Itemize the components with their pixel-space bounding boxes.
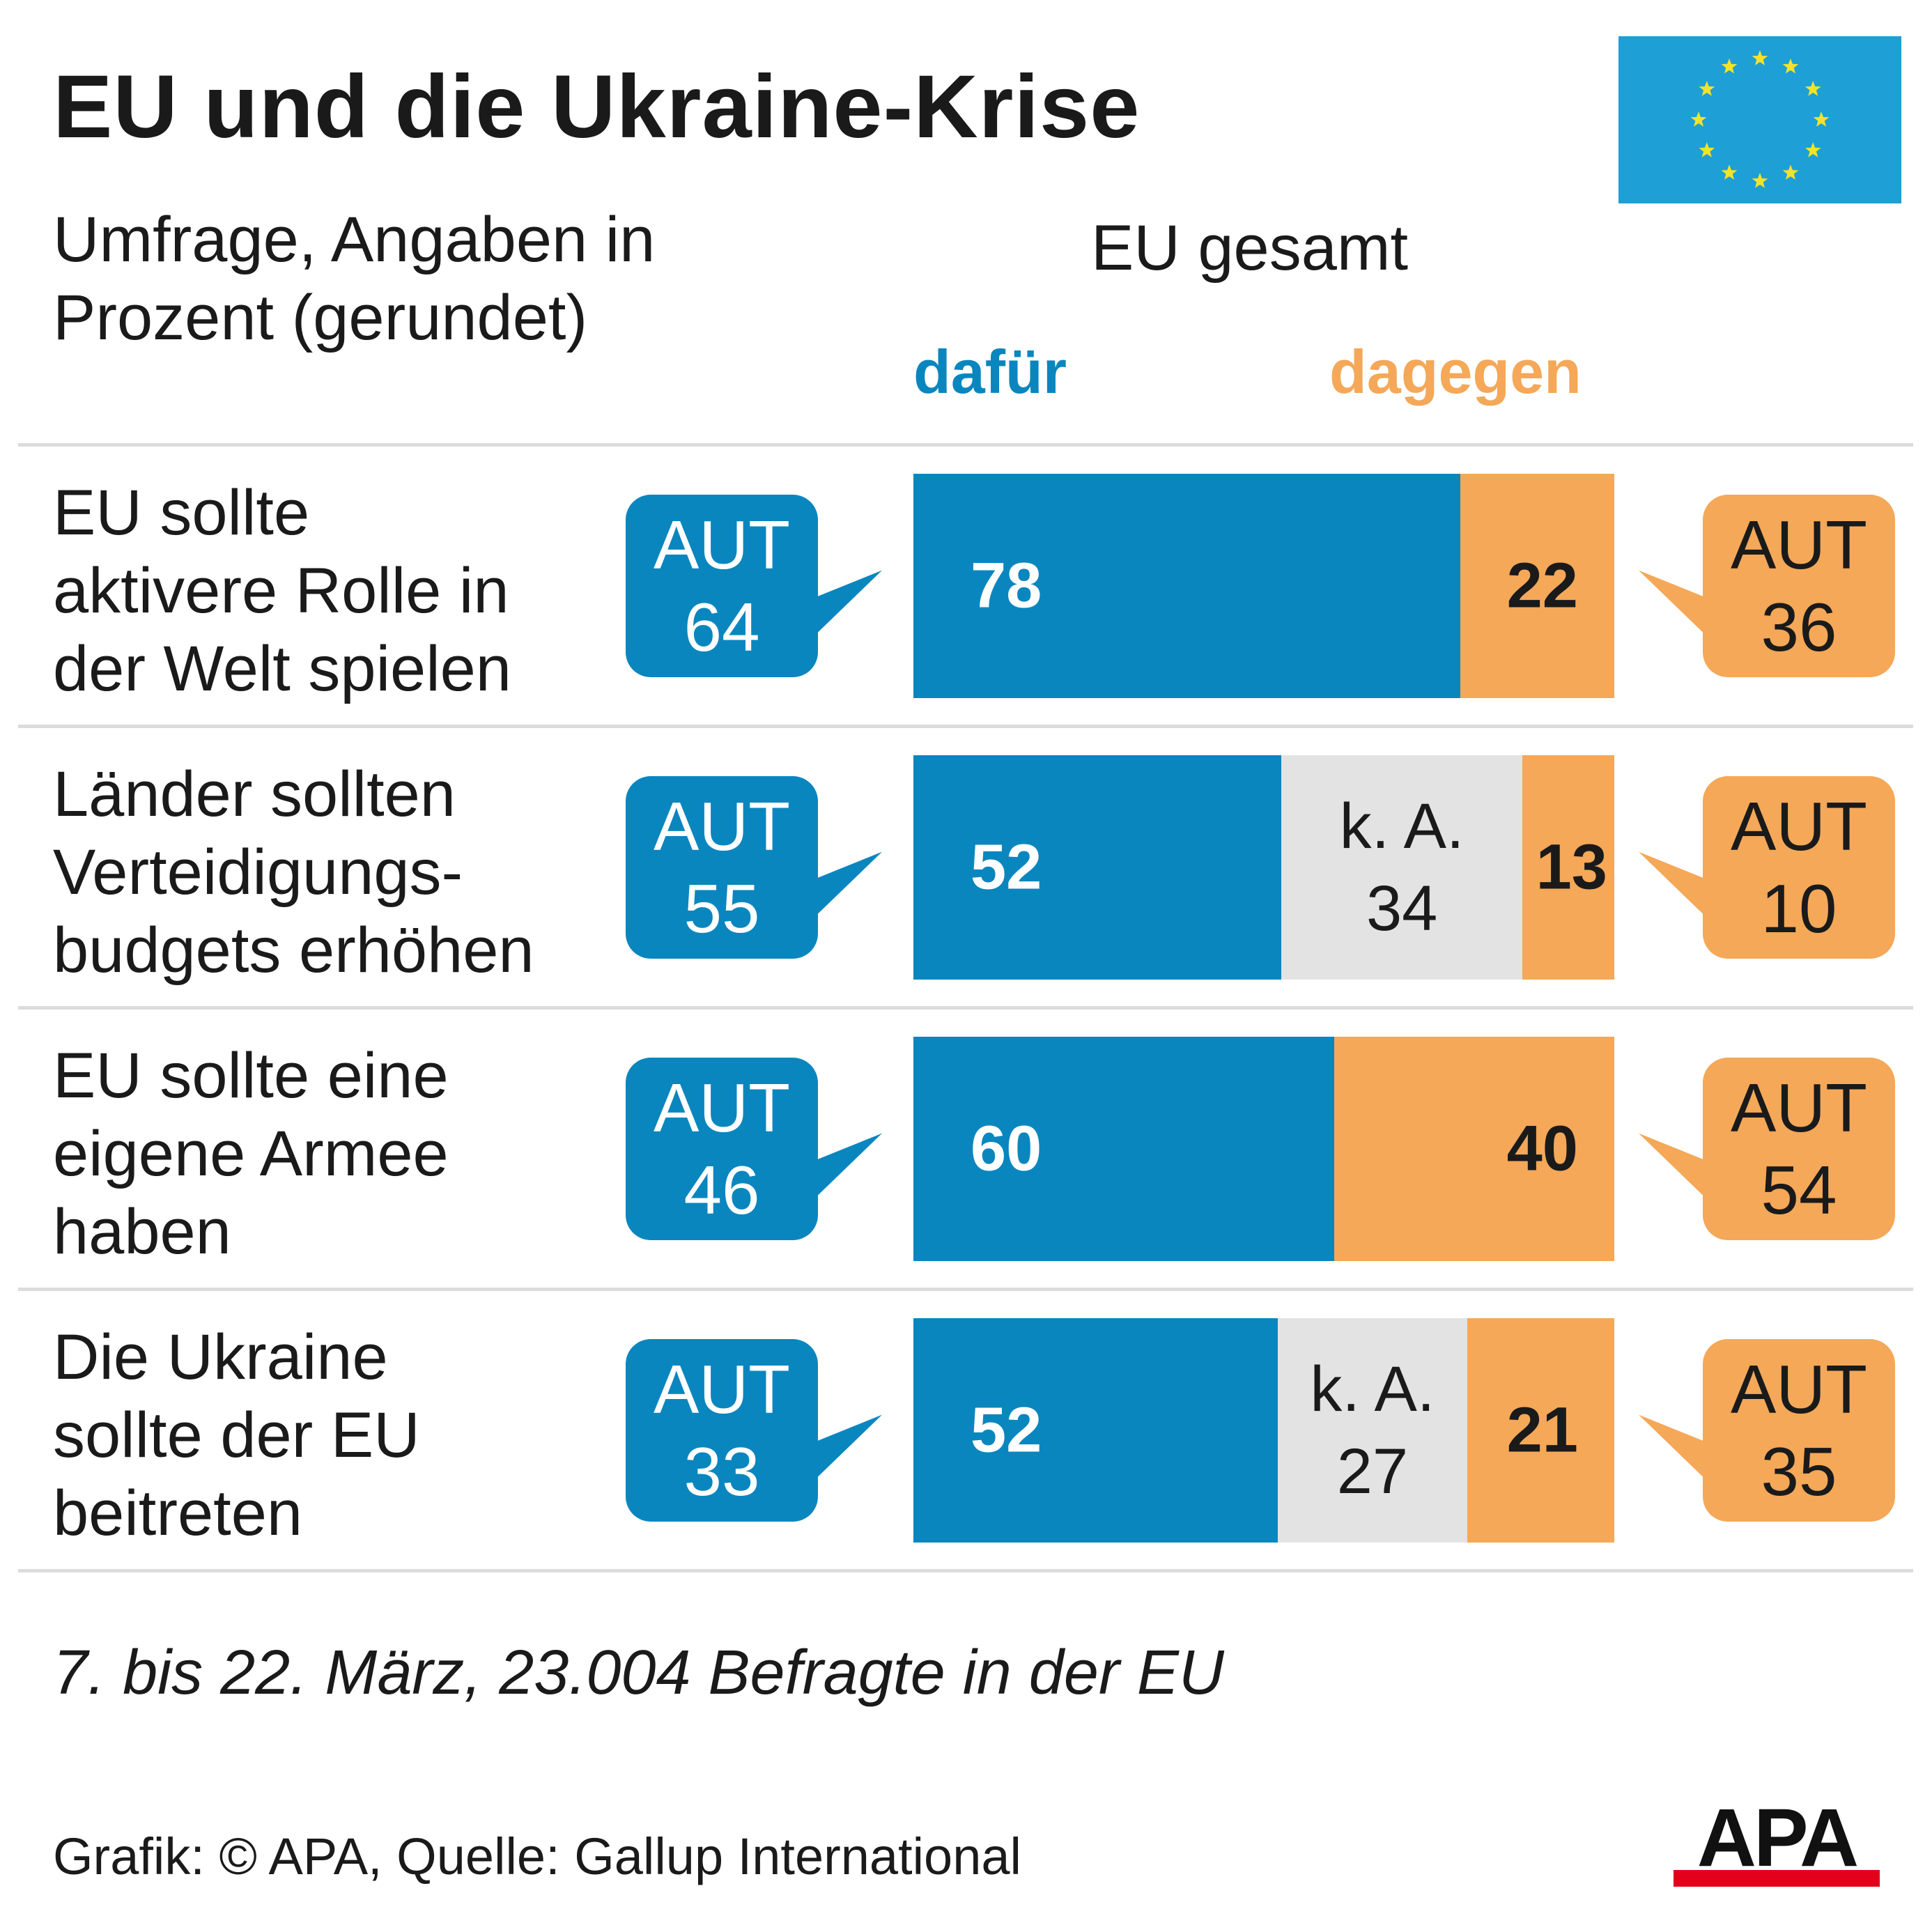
bar: 52 k. A. 34 13 [913, 755, 1614, 980]
aut-for-value: 33 [683, 1433, 760, 1510]
row-label: EU sollte aktivere Rolle in der Welt spi… [53, 474, 624, 708]
bar-segment-against: 13 [1522, 755, 1614, 980]
row-label-line: haben [53, 1196, 231, 1267]
no-answer-text: k. A. [1339, 791, 1465, 862]
divider [18, 725, 1913, 728]
value-for: 52 [971, 831, 1042, 903]
aut-for-bubble: AUT 46 [626, 1058, 818, 1240]
aut-for-bubble: AUT 64 [626, 495, 818, 677]
no-answer-value: 27 [1336, 1436, 1409, 1507]
aut-label: AUT [654, 1351, 790, 1428]
divider [18, 443, 1913, 447]
value-for: 60 [971, 1113, 1042, 1184]
aut-label: AUT [1731, 788, 1867, 865]
flag-star [1813, 111, 1830, 127]
aut-label: AUT [654, 1069, 790, 1146]
row-label: EU sollte eine eigene Armee haben [53, 1037, 624, 1271]
divider [18, 1288, 1913, 1291]
value-against: 21 [1506, 1394, 1578, 1466]
bar-segment-for: 52 [913, 755, 1282, 980]
bar-segment-against: 22 [1460, 474, 1614, 698]
row-label-line: EU sollte eine [53, 1040, 449, 1111]
legend-against: dagegen [1329, 337, 1582, 406]
bar-segment-against: 40 [1334, 1037, 1614, 1261]
flag-star [1699, 81, 1715, 96]
aut-against-value: 10 [1761, 870, 1837, 947]
flag-star [1690, 111, 1707, 127]
aut-against-value: 54 [1761, 1152, 1837, 1228]
aut-against-value: 35 [1761, 1433, 1837, 1510]
divider [18, 1006, 1913, 1010]
value-for: 78 [971, 550, 1042, 621]
flag-star [1782, 164, 1799, 180]
row-label: Die Ukraine sollte der EU beitreten [53, 1318, 624, 1552]
credit: Grafik: © APA, Quelle: Gallup Internatio… [53, 1827, 1021, 1885]
no-answer-label: k. A. 27 [1278, 1348, 1467, 1513]
aut-for-value: 64 [683, 589, 760, 665]
flag-star [1699, 142, 1715, 157]
row-label-line: Verteidigungs- [53, 837, 463, 908]
value-for: 52 [971, 1394, 1042, 1466]
row-label-line: EU sollte [53, 477, 310, 548]
bar: 60 40 [913, 1037, 1614, 1261]
row-label-line: eigene Armee [53, 1118, 449, 1189]
flag-star [1782, 58, 1799, 74]
aut-for-value: 55 [683, 870, 760, 947]
aut-label: AUT [1731, 507, 1867, 583]
divider [18, 1569, 1913, 1572]
row-label-line: beitreten [53, 1478, 303, 1549]
row-label: Länder sollten Verteidigungs- budgets er… [53, 755, 624, 989]
apa-logo: APA [1674, 1802, 1880, 1887]
flag-star [1752, 173, 1768, 188]
bar: 78 22 [913, 474, 1614, 698]
flag-star [1805, 81, 1821, 96]
flag-star [1805, 142, 1821, 157]
row-label-line: budgets erhöhen [53, 915, 534, 986]
aut-for-bubble: AUT 33 [626, 1339, 818, 1522]
aut-against-bubble: AUT 36 [1703, 495, 1895, 677]
chart-subtitle: Umfrage, Angaben in Prozent (gerundet) [53, 204, 656, 353]
aut-against-value: 36 [1761, 589, 1837, 665]
no-answer-label: k. A. 34 [1281, 785, 1522, 950]
flag-star [1721, 58, 1738, 74]
flag-star [1752, 50, 1768, 65]
aut-against-bubble: AUT 10 [1703, 776, 1895, 959]
bar-segment-for: 60 [913, 1037, 1334, 1261]
bar-segment-no-answer: k. A. 27 [1278, 1318, 1467, 1543]
no-answer-text: k. A. [1310, 1354, 1435, 1425]
row-label-line: sollte der EU [53, 1400, 420, 1471]
chart-title: EU und die Ukraine-Krise [53, 57, 1141, 157]
eu-flag-icon [1618, 36, 1901, 203]
row-label-line: Länder sollten [53, 759, 456, 830]
flag-star [1721, 164, 1738, 180]
value-against: 40 [1506, 1113, 1578, 1184]
footnote: 7. bis 22. März, 23.004 Befragte in der … [53, 1638, 1224, 1708]
row-label-line: aktivere Rolle in [53, 555, 509, 626]
row-label-line: der Welt spielen [53, 633, 511, 704]
aut-label: AUT [1731, 1351, 1867, 1428]
value-against: 13 [1536, 831, 1607, 903]
group-label: EU gesamt [1091, 212, 1409, 284]
bar-segment-for: 78 [913, 474, 1460, 698]
apa-logo-text: APA [1697, 1802, 1857, 1884]
value-against: 22 [1506, 550, 1578, 621]
aut-label: AUT [654, 788, 790, 865]
aut-for-bubble: AUT 55 [626, 776, 818, 959]
no-answer-value: 34 [1366, 873, 1438, 944]
bar: 52 k. A. 27 21 [913, 1318, 1614, 1543]
aut-against-bubble: AUT 54 [1703, 1058, 1895, 1240]
aut-label: AUT [1731, 1069, 1867, 1146]
bar-segment-against: 21 [1467, 1318, 1614, 1543]
bar-segment-for: 52 [913, 1318, 1278, 1543]
row-label-line: Die Ukraine [53, 1322, 388, 1393]
bar-segment-no-answer: k. A. 34 [1281, 755, 1522, 980]
aut-for-value: 46 [683, 1152, 760, 1228]
aut-label: AUT [654, 507, 790, 583]
legend-for: dafür [913, 337, 1067, 406]
aut-against-bubble: AUT 35 [1703, 1339, 1895, 1522]
